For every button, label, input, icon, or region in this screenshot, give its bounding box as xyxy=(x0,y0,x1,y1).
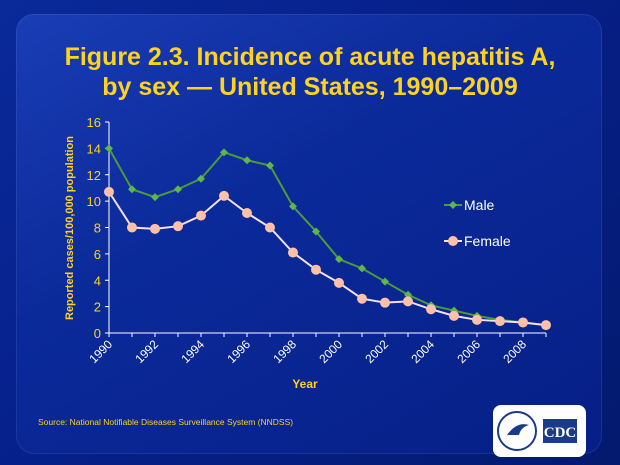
data-point-female xyxy=(173,221,183,232)
data-point-female xyxy=(265,222,275,233)
data-point-female xyxy=(541,320,551,331)
data-point-male xyxy=(105,144,113,153)
chart-title: Figure 2.3. Incidence of acute hepatitis… xyxy=(0,42,620,102)
y-tick-label: 8 xyxy=(94,221,101,236)
source-note: Source: National Notifiable Diseases Sur… xyxy=(38,417,294,427)
x-tick-label: 1996 xyxy=(224,337,253,366)
slide-panel xyxy=(16,14,602,454)
data-point-female xyxy=(104,186,114,197)
x-tick-label: 1998 xyxy=(270,337,299,366)
legend-marker xyxy=(449,201,457,209)
data-point-male xyxy=(312,227,320,236)
data-point-female xyxy=(403,296,413,307)
hhs-cdc-logo: CDC xyxy=(493,405,586,457)
data-point-male xyxy=(174,185,182,194)
data-point-female xyxy=(150,223,160,234)
data-point-male xyxy=(266,161,274,170)
x-tick-label: 1990 xyxy=(86,337,115,366)
data-point-male xyxy=(151,193,159,202)
x-tick-label: 1992 xyxy=(132,337,161,366)
data-point-male xyxy=(220,148,228,157)
x-axis-label: Year xyxy=(292,377,318,391)
cdc-logo-text: CDC xyxy=(544,425,577,441)
data-point-female xyxy=(288,247,298,258)
data-point-male xyxy=(381,277,389,286)
legend-marker xyxy=(448,236,458,246)
data-point-female xyxy=(311,264,321,275)
y-tick-label: 10 xyxy=(87,194,101,209)
data-point-female xyxy=(472,314,482,325)
data-point-female xyxy=(196,210,206,221)
data-point-female xyxy=(426,304,436,315)
y-tick-label: 12 xyxy=(87,168,101,183)
y-tick-label: 14 xyxy=(87,141,101,156)
title-line-1: Figure 2.3. Incidence of acute hepatitis… xyxy=(64,43,556,71)
data-point-female xyxy=(495,316,505,327)
y-axis-label: Reported cases/100,000 population xyxy=(64,136,76,320)
data-point-female xyxy=(242,207,252,218)
title-line-2: by sex — United States, 1990–2009 xyxy=(102,73,518,101)
x-tick-label: 2006 xyxy=(454,337,483,366)
data-point-female xyxy=(127,222,137,233)
x-tick-label: 1994 xyxy=(178,337,207,366)
y-tick-label: 16 xyxy=(87,115,101,130)
data-point-male xyxy=(358,264,366,273)
x-tick-label: 2002 xyxy=(362,337,391,366)
data-point-female xyxy=(334,277,344,288)
y-tick-label: 2 xyxy=(94,300,101,315)
data-point-female xyxy=(380,297,390,308)
legend-label-female: Female xyxy=(464,233,511,249)
data-point-male xyxy=(197,174,205,183)
hhs-eagle-icon: CDC xyxy=(497,411,577,451)
series-line-male xyxy=(108,147,547,327)
data-point-female xyxy=(449,310,459,321)
data-point-male xyxy=(335,255,343,264)
data-point-female xyxy=(357,293,367,304)
x-tick-label: 2000 xyxy=(316,337,345,366)
data-point-female xyxy=(518,317,528,328)
data-point-male xyxy=(404,290,412,299)
data-point-male xyxy=(128,185,136,194)
y-tick-label: 6 xyxy=(94,247,101,262)
data-point-female xyxy=(219,190,229,201)
data-point-male xyxy=(243,156,251,165)
y-tick-label: 4 xyxy=(94,273,101,288)
x-tick-label: 2004 xyxy=(408,337,437,366)
legend-label-male: Male xyxy=(464,197,495,213)
y-tick-label: 0 xyxy=(94,326,101,341)
data-point-male xyxy=(289,202,297,211)
x-tick-label: 2008 xyxy=(500,337,529,366)
